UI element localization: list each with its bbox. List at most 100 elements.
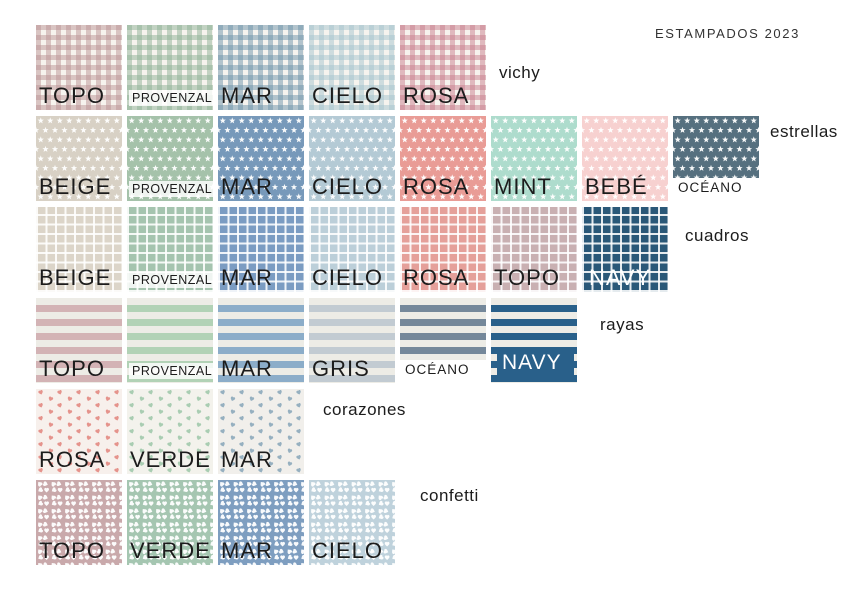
pattern-row-corazones: ROSA VERDE MAR corazones [36,389,838,474]
stars-pattern [491,116,577,201]
swatch-label-mar: MAR [221,265,273,290]
swatch-label-cielo: CIELO [312,83,384,108]
swatch-corazones-verde[interactable]: VERDE [127,389,213,474]
swatch-label-topo: TOPO [39,538,105,563]
swatch-cuadros-provenzal[interactable]: PROVENZAL [127,207,216,292]
grid-pattern [582,207,668,292]
pattern-name-corazones: corazones [323,400,406,419]
swatch-estrellas-cielo[interactable]: CIELO [309,116,395,201]
grid-pattern [218,207,304,292]
swatch-grid: TOPO PROVENZAL MAR CIELO ROSA vichy BEIGE PROVE… [36,25,838,565]
stripes-pattern [36,298,122,383]
swatch-label-cielo: CIELO [312,538,384,563]
swatch-label-rosa: ROSA [39,447,106,472]
swatch-label-rosa: ROSA [403,83,470,108]
swatch-rayas-provenzal[interactable]: PROVENZAL [127,298,216,383]
swatch-vichy-provenzal[interactable]: PROVENZAL [127,25,216,110]
swatch-estrellas-rosa[interactable]: ROSA [400,116,486,201]
swatch-label-mar: MAR [221,447,273,472]
swatch-label-provenzal: PROVENZAL [129,181,216,197]
swatch-corazones-rosa[interactable]: ROSA [36,389,122,474]
stripes-pattern [309,298,395,383]
pattern-name-estrellas: estrellas [770,122,838,141]
swatch-rayas-oceano[interactable]: OCÉANO [400,298,486,383]
stars-pattern [218,116,304,201]
pattern-row-rayas: TOPO PROVENZAL MAR GRIS OCÉANO NAVY rayas [36,298,838,383]
swatch-label-mar: MAR [221,83,273,108]
swatch-cuadros-navy[interactable]: NAVY [582,207,668,292]
swatch-label-provenzal: PROVENZAL [129,272,216,288]
swatch-label-mar: MAR [221,538,273,563]
swatch-label-gris: GRIS [312,356,370,381]
swatch-label-verde: VERDE [130,538,211,563]
pattern-row-estrellas: BEIGE PROVENZAL MAR CIELO ROSA MINT BEBÉ OCÉANO… [36,116,838,201]
swatch-cuadros-beige[interactable]: BEIGE [36,207,122,292]
swatch-confetti-mar[interactable]: MAR [218,480,304,565]
swatch-vichy-topo[interactable]: TOPO [36,25,122,110]
swatch-vichy-rosa[interactable]: ROSA [400,25,486,110]
swatch-label-beige: BEIGE [39,174,112,199]
catalog-title: ESTAMPADOS 2023 [655,26,800,41]
confetti-pattern [309,480,395,565]
swatch-estrellas-mint[interactable]: MINT [491,116,577,201]
pattern-row-cuadros: BEIGE PROVENZAL MAR CIELO ROSA TOPO NAVY cuadro… [36,207,838,292]
pattern-name-confetti: confetti [420,486,479,505]
vichy-pattern [309,25,395,110]
swatch-rayas-navy[interactable]: NAVY [491,298,577,383]
swatch-label-bebe: BEBÉ [585,174,648,199]
swatch-cuadros-mar[interactable]: MAR [218,207,304,292]
swatch-label-verde: VERDE [130,447,211,472]
swatch-label-cielo: CIELO [312,174,384,199]
swatch-label-oceano: OCÉANO [405,362,470,377]
swatch-label-oceano: OCÉANO [678,180,743,195]
swatch-label-navy: NAVY [589,265,652,290]
swatch-label-provenzal: PROVENZAL [129,90,216,106]
stripes-pattern [218,298,304,383]
pattern-name-vichy: vichy [499,63,541,82]
grid-pattern [400,207,486,292]
stars-pattern [582,116,668,201]
swatch-label-rosa: ROSA [403,265,470,290]
swatch-vichy-mar[interactable]: MAR [218,25,304,110]
swatch-label-mar: MAR [221,174,273,199]
swatch-estrellas-mar[interactable]: MAR [218,116,304,201]
stars-pattern [309,116,395,201]
vichy-pattern [218,25,304,110]
swatch-cuadros-cielo[interactable]: CIELO [309,207,395,292]
confetti-pattern [218,480,304,565]
pattern-name-rayas: rayas [600,315,645,334]
swatch-estrellas-oceano[interactable]: OCÉANO [673,116,759,201]
pattern-row-confetti: TOPO VERDE MAR CIELO confetti [36,480,838,565]
grid-pattern [309,207,395,292]
stripes-pattern [400,298,486,360]
swatch-rayas-topo[interactable]: TOPO [36,298,122,383]
swatch-vichy-cielo[interactable]: CIELO [309,25,395,110]
swatch-label-mar: MAR [221,356,273,381]
swatch-label-navy: NAVY [497,350,574,377]
swatch-estrellas-provenzal[interactable]: PROVENZAL [127,116,216,201]
hearts-pattern [218,389,304,474]
swatch-estrellas-beige[interactable]: BEIGE [36,116,122,201]
swatch-label-topo: TOPO [494,265,560,290]
swatch-cuadros-topo[interactable]: TOPO [491,207,577,292]
swatch-rayas-gris[interactable]: GRIS [309,298,395,383]
pattern-row-vichy: TOPO PROVENZAL MAR CIELO ROSA vichy [36,25,838,110]
swatch-corazones-mar[interactable]: MAR [218,389,304,474]
grid-pattern [36,207,122,292]
swatch-confetti-cielo[interactable]: CIELO [309,480,395,565]
stars-pattern [400,116,486,201]
swatch-estrellas-bebe[interactable]: BEBÉ [582,116,668,201]
vichy-pattern [400,25,486,110]
stars-pattern [673,116,759,178]
swatch-rayas-mar[interactable]: MAR [218,298,304,383]
swatch-confetti-verde[interactable]: VERDE [127,480,213,565]
swatch-confetti-topo[interactable]: TOPO [36,480,122,565]
swatch-label-mint: MINT [494,174,552,199]
swatch-label-beige: BEIGE [39,265,112,290]
swatch-label-topo: TOPO [39,356,105,381]
hearts-pattern [36,389,122,474]
swatch-cuadros-rosa[interactable]: ROSA [400,207,486,292]
swatch-label-cielo: CIELO [312,265,384,290]
confetti-pattern [36,480,122,565]
